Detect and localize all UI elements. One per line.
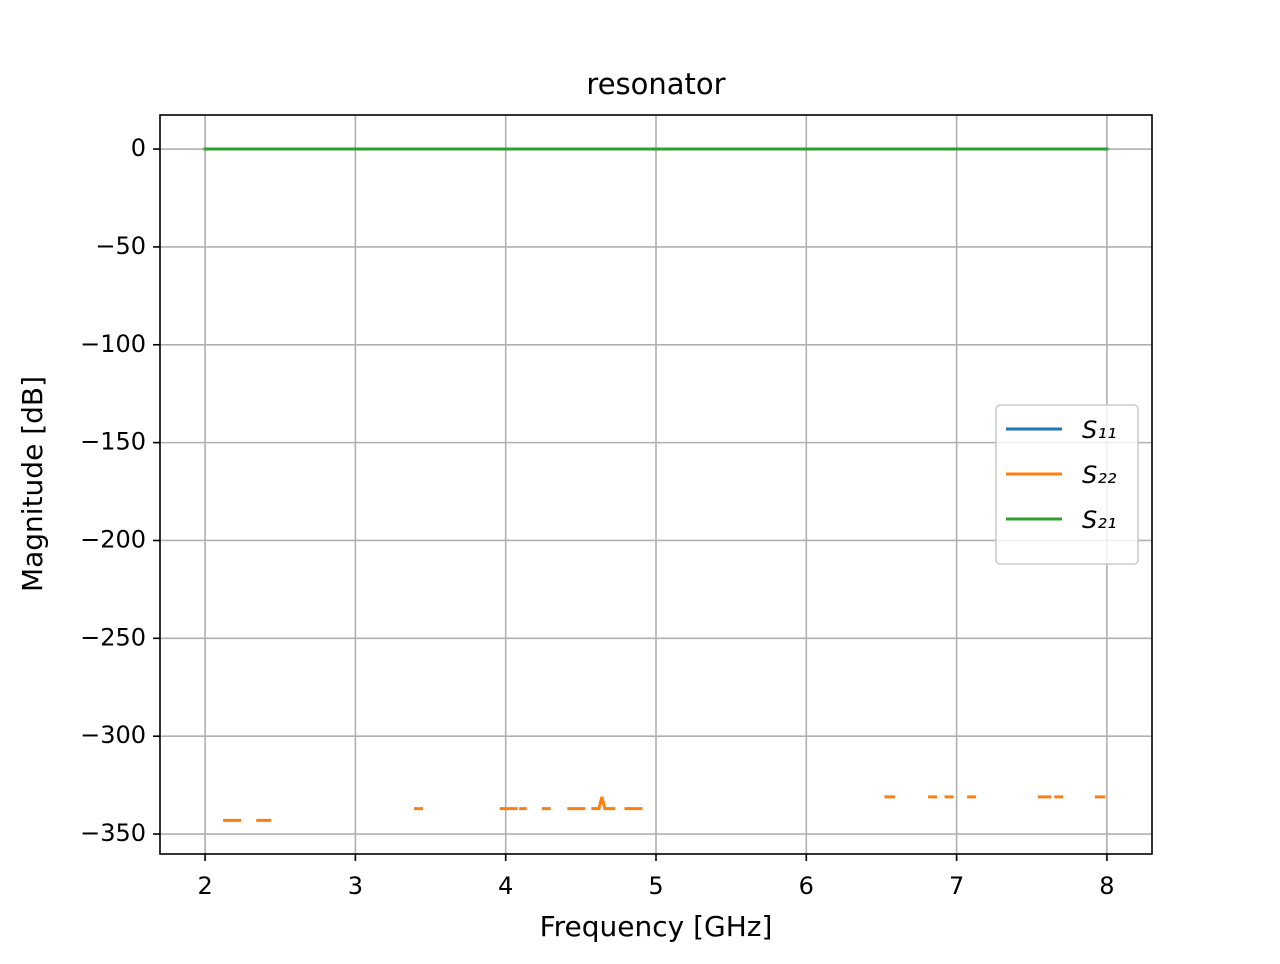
y-tick-label: −100 [80,330,146,358]
y-axis-label: Magnitude [dB] [16,376,49,592]
legend-label: S₂₁ [1082,506,1116,534]
plot-frame [159,114,1153,855]
legend-label: S₁₁ [1082,416,1116,444]
x-tick-label: 5 [648,872,663,900]
x-tick-label: 7 [949,872,964,900]
x-tick-label: 4 [498,872,513,900]
y-tick-label: −300 [80,721,146,749]
y-tick-label: −350 [80,819,146,847]
y-tick-label: −50 [95,232,146,260]
y-tick-label: −150 [80,428,146,456]
x-tick-label: 6 [799,872,814,900]
x-tick-label: 2 [197,872,212,900]
y-tick-label: −200 [80,525,146,553]
y-tick-label: 0 [131,134,146,162]
y-tick-label: −250 [80,623,146,651]
x-tick-label: 3 [348,872,363,900]
legend-box [995,404,1139,565]
chart-title: resonator [586,67,725,101]
legend: S₁₁ S₂₂ S₂₁ [995,404,1139,565]
x-tick-label: 8 [1099,872,1114,900]
x-axis-label: Frequency [GHz] [540,910,773,943]
series-line [223,795,1106,822]
legend-label: S₂₂ [1082,461,1117,489]
